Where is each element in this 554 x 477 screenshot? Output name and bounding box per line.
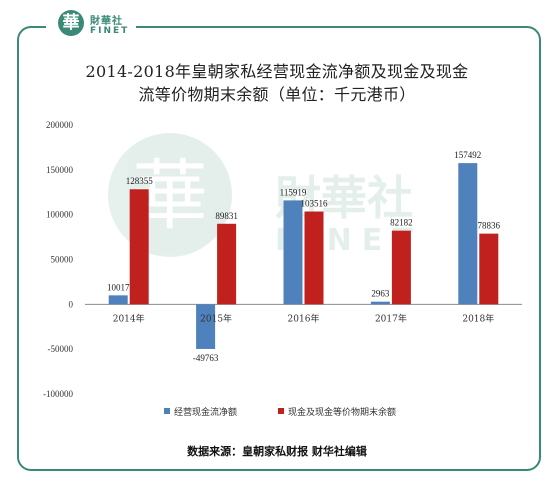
bar [217,223,237,305]
data-label: 128355 [126,176,154,186]
x-tick-label: 2018年 [462,312,494,324]
data-label: 78836 [478,221,501,231]
chart-title-line-1: 2014-2018年皇朝家私经营现金流净额及现金及现金 [85,62,469,81]
watermark: 華 財華社 FINET [108,133,413,258]
y-tick-label: 100000 [46,210,74,220]
y-tick-label: 0 [69,299,74,309]
y-tick-label: 50000 [51,255,74,265]
legend-swatch [164,408,170,414]
bar [458,163,478,305]
bar [108,295,128,305]
x-tick-label: 2017年 [375,312,407,324]
bar [370,301,390,305]
x-tick-label: 2015年 [200,312,232,324]
bar [129,189,149,305]
y-tick-label: 150000 [46,165,74,175]
y-tick-label: 200000 [46,120,74,130]
data-label: -49763 [193,353,219,363]
chart-frame [17,26,541,471]
plot-area: 200000 150000 100000 50000 0 -50000 -100000 100… [43,120,522,418]
y-tick-label: -100000 [43,389,73,399]
bar [304,211,324,305]
chart-title: 2014-2018年皇朝家私经营现金流净额及现金及现金 流等价物期末余额（单位：… [30,60,524,106]
data-label: 2963 [371,289,390,299]
finet-logo: 華 財華社 FINET [46,8,136,44]
bar [283,200,303,305]
data-label: 82182 [390,218,413,228]
data-label: 115919 [280,187,307,197]
data-label: 103516 [301,199,329,209]
logo-seal-icon: 華 [58,10,84,36]
legend-label: 经营现金流净额 [174,406,237,418]
bar [196,304,216,349]
logo-name-cn: 財華社 [90,16,123,27]
bar [391,230,411,305]
x-tick-label: 2016年 [288,312,320,324]
data-label: 10017 [107,282,130,292]
source-note: 数据来源：皇朝家私财报 财华社编辑 [187,445,367,458]
chart-title-line-2: 流等价物期末余额（单位：千元港币） [138,85,416,104]
bar [479,233,499,305]
legend-label: 现金及现金等价物期末余额 [288,406,396,418]
data-label: 157492 [454,150,481,160]
x-tick-label: 2014年 [113,312,145,324]
data-label: 89831 [215,211,238,221]
logo-name-en: FINET [90,26,130,36]
legend-swatch [278,408,284,414]
y-tick-label: -50000 [48,344,74,354]
